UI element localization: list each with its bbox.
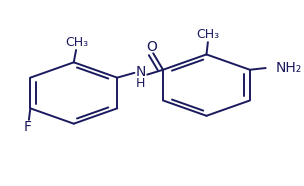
Text: CH₃: CH₃ (196, 28, 219, 41)
Text: H: H (136, 77, 145, 90)
Text: F: F (23, 120, 32, 134)
Text: NH₂: NH₂ (276, 61, 302, 75)
Text: O: O (146, 40, 157, 54)
Text: CH₃: CH₃ (65, 36, 88, 49)
Text: N: N (136, 65, 146, 79)
